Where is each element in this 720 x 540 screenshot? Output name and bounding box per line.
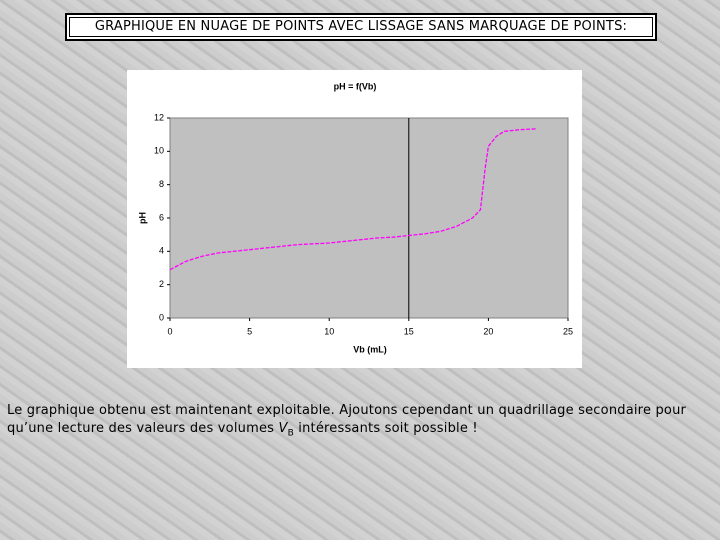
y-tick-label: 0 [159,312,164,322]
x-tick-label: 20 [483,326,493,336]
y-axis-label: pH [137,212,147,224]
caption: Le graphique obtenu est maintenant explo… [7,402,713,443]
y-tick-label: 10 [154,146,164,156]
x-tick-label: 25 [563,326,573,336]
header-title: GRAPHIQUE EN NUAGE DE POINTS AVEC LISSAG… [65,13,657,41]
y-tick-label: 2 [159,279,164,289]
chart-title: pH = f(Vb) [334,81,377,91]
caption-text: intéressants soit possible ! [298,421,478,436]
y-tick-label: 8 [159,179,164,189]
x-tick-label: 10 [324,326,334,336]
y-tick-label: 12 [154,112,164,122]
symbol: V [278,421,288,436]
plot-area [169,117,569,319]
x-tick-label: 5 [247,326,252,336]
x-axis-label: Vb (mL) [353,344,387,354]
data-line [169,128,537,271]
y-tick-label: 4 [159,246,164,256]
y-tick-label: 6 [159,212,164,222]
x-tick-label: 15 [404,326,414,336]
x-tick-label: 0 [167,326,172,336]
subscript: B [287,428,294,439]
caption-text: Le graphique obtenu est maintenant explo… [7,403,687,436]
